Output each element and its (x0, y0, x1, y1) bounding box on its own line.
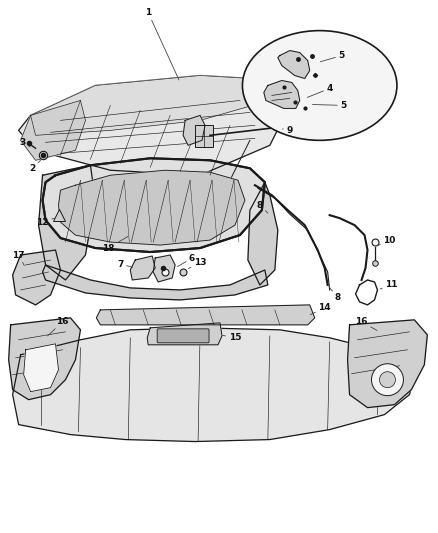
Polygon shape (24, 344, 59, 392)
Text: 16: 16 (48, 317, 69, 336)
Text: 6: 6 (177, 254, 195, 266)
Text: 17: 17 (12, 251, 25, 265)
Text: 3: 3 (20, 138, 30, 147)
Ellipse shape (242, 30, 397, 140)
Text: 14: 14 (310, 303, 331, 314)
Text: 8: 8 (329, 287, 341, 302)
Text: 16: 16 (355, 317, 377, 330)
Bar (195, 125, 213, 147)
Polygon shape (153, 255, 175, 282)
Text: 7: 7 (117, 260, 133, 269)
Text: 11: 11 (380, 280, 398, 289)
Polygon shape (96, 305, 314, 325)
Text: 5: 5 (312, 101, 347, 110)
Text: 12: 12 (36, 217, 54, 227)
Polygon shape (42, 158, 265, 252)
Polygon shape (31, 76, 285, 135)
Polygon shape (130, 256, 155, 280)
FancyBboxPatch shape (157, 329, 209, 343)
Polygon shape (21, 100, 85, 160)
Text: 15: 15 (223, 333, 241, 342)
Polygon shape (147, 323, 222, 345)
Text: 8: 8 (257, 200, 268, 213)
Text: 2: 2 (29, 160, 41, 173)
Text: 4: 4 (307, 84, 333, 98)
Polygon shape (13, 250, 60, 305)
Polygon shape (278, 51, 310, 78)
Text: 1: 1 (145, 8, 179, 80)
Polygon shape (9, 318, 81, 400)
Text: 13: 13 (188, 257, 206, 269)
Polygon shape (348, 320, 427, 408)
Polygon shape (13, 328, 414, 441)
Polygon shape (264, 80, 300, 108)
Polygon shape (183, 116, 205, 146)
Text: 5: 5 (320, 51, 345, 62)
Polygon shape (59, 170, 245, 245)
Text: 9: 9 (283, 126, 293, 135)
Text: 10: 10 (377, 236, 396, 246)
Polygon shape (39, 165, 95, 280)
Circle shape (379, 372, 396, 387)
Polygon shape (42, 265, 268, 300)
Circle shape (371, 364, 403, 395)
Polygon shape (19, 76, 295, 175)
Text: 18: 18 (102, 237, 128, 253)
Polygon shape (248, 182, 278, 285)
